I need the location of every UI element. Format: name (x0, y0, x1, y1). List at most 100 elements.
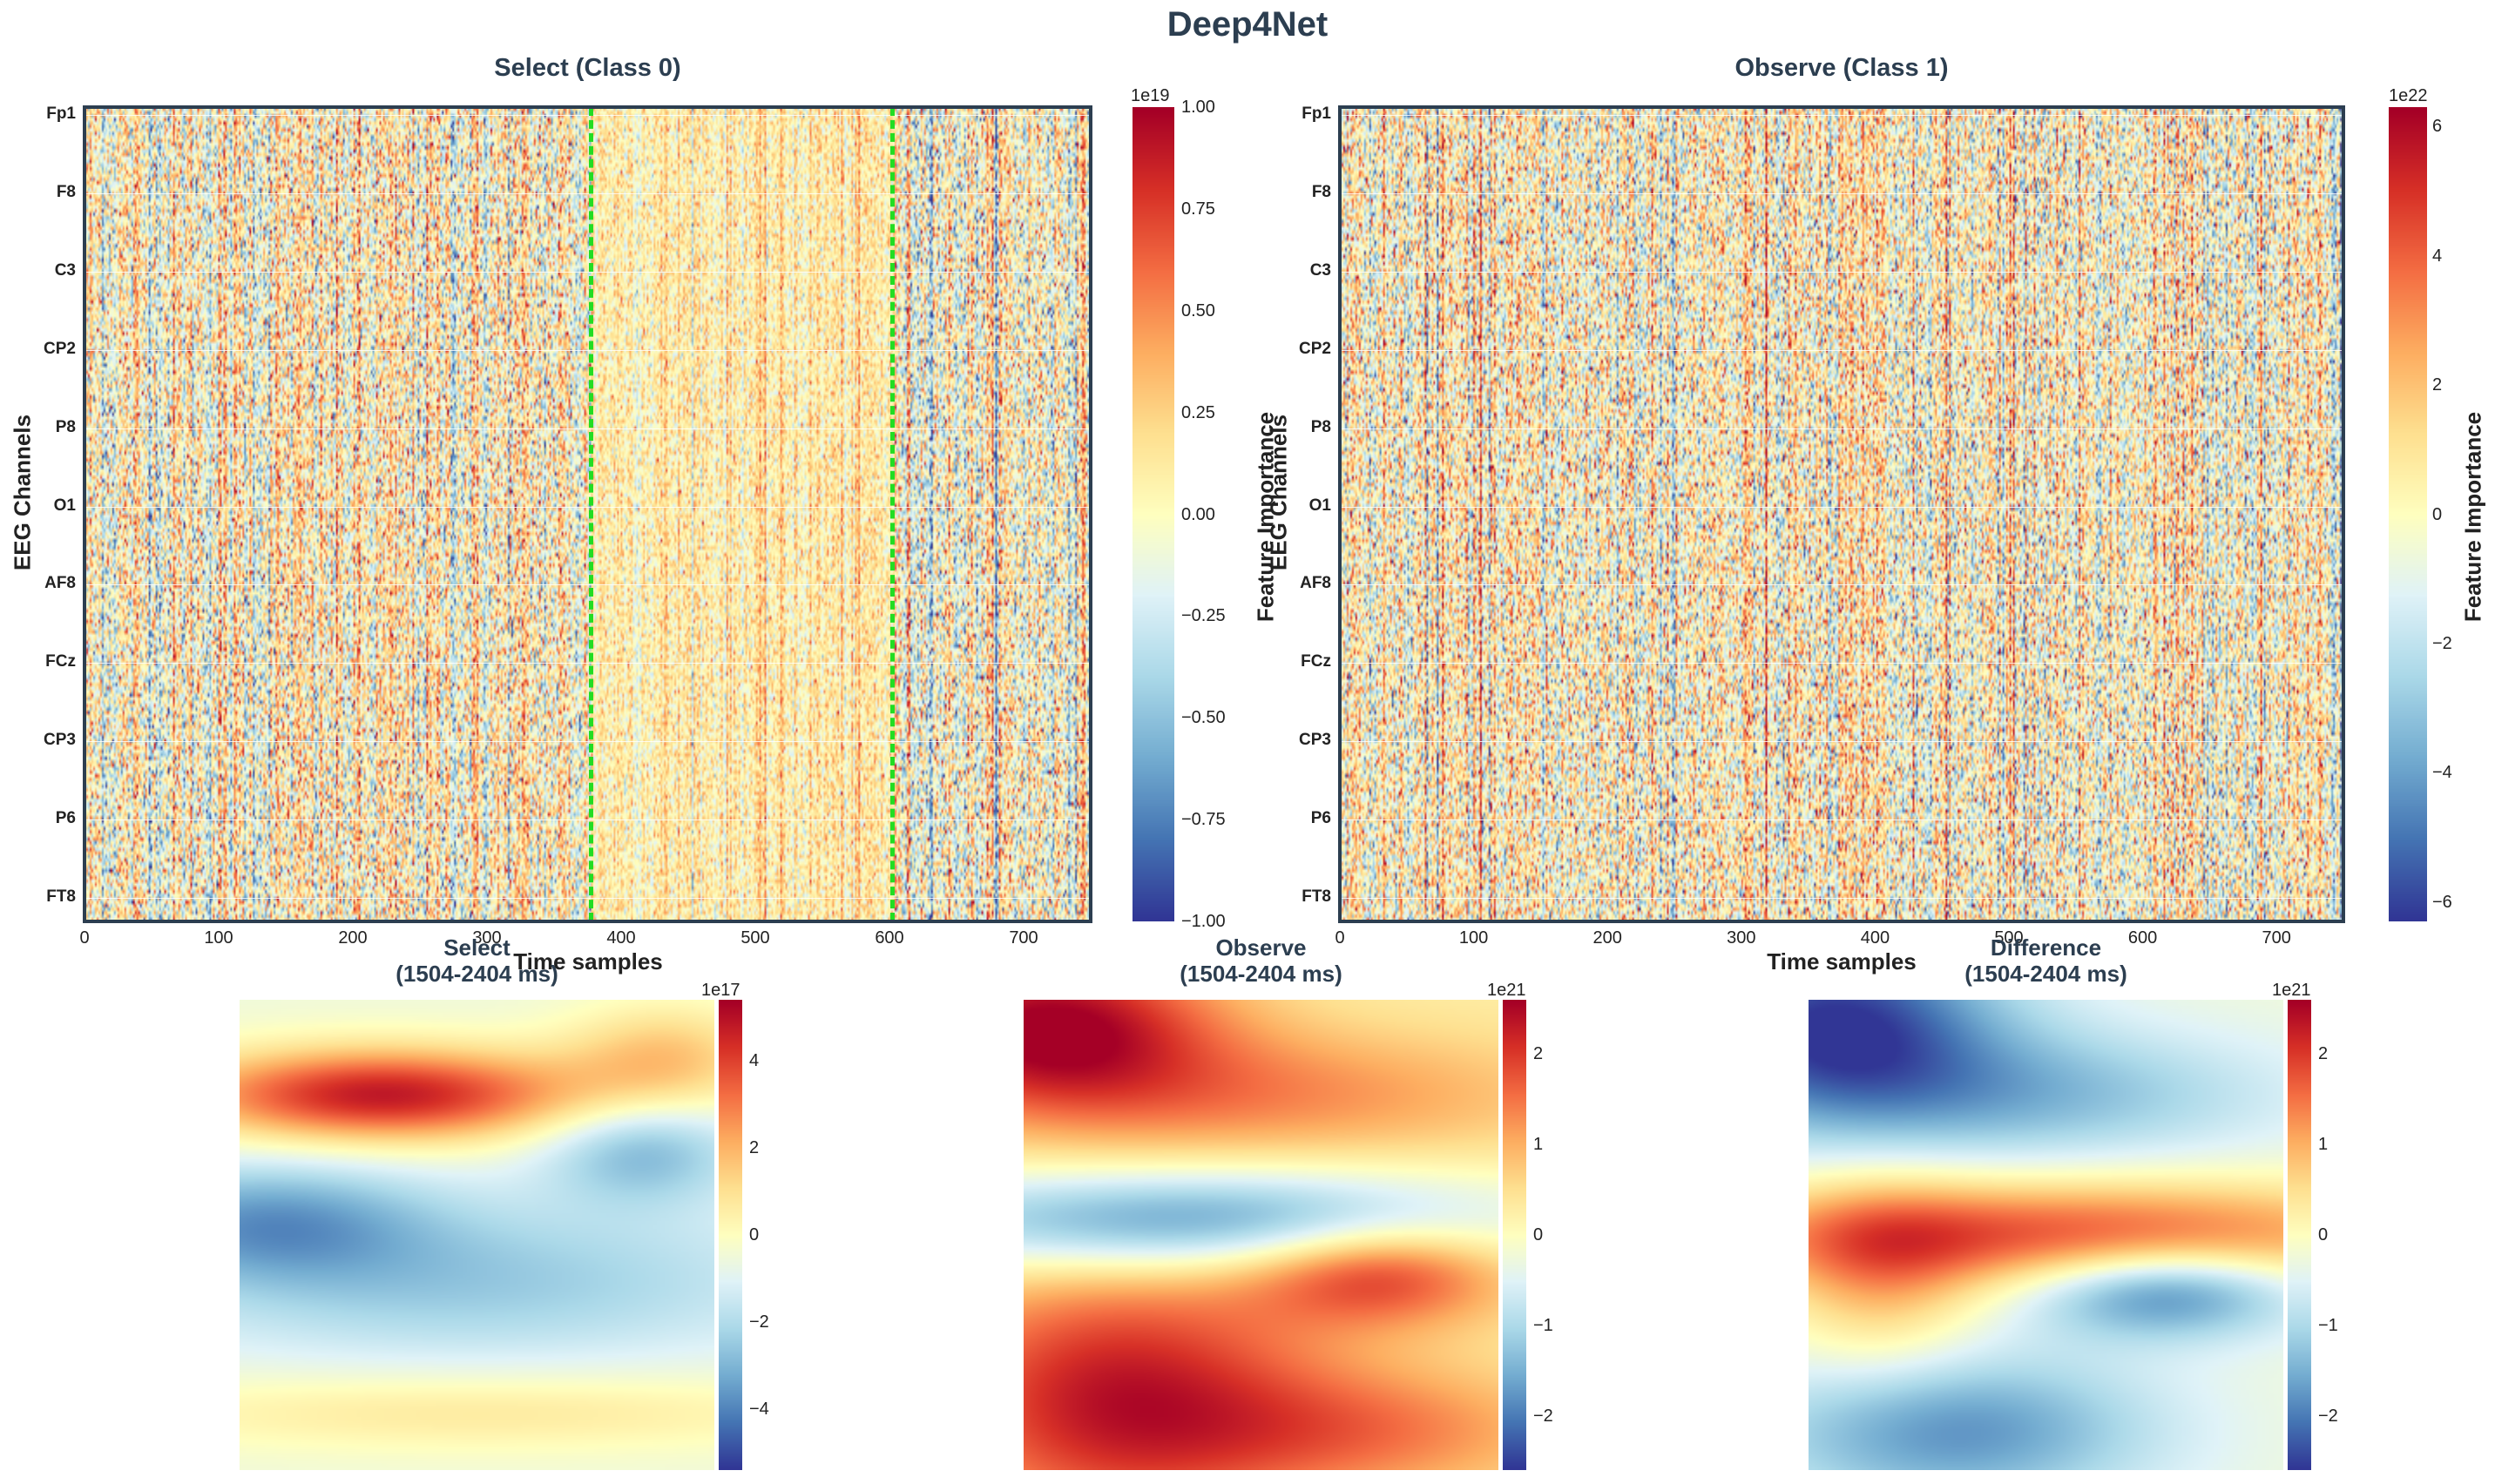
colorbar-tick: −0.75 (1181, 810, 1226, 830)
channel-label-o1: O1 (53, 496, 76, 515)
gridline-af8 (85, 584, 1091, 586)
gridline-fcz (85, 663, 1091, 664)
x-axis-label-select: Time samples (513, 948, 663, 975)
colorbar-observe-window (1503, 1000, 1526, 1470)
channel-label-cp2: CP2 (44, 339, 76, 358)
colorbar-tick: 1.00 (1181, 98, 1215, 117)
channel-label-ft8: FT8 (46, 887, 76, 907)
colorbar-tick: 6 (2432, 117, 2443, 137)
channel-label-c3: C3 (54, 260, 76, 280)
channel-label-p6: P6 (1310, 809, 1331, 828)
gridline-c3 (85, 271, 1091, 273)
channel-label-p6: P6 (55, 809, 76, 828)
colorbar-tick: 0 (749, 1225, 760, 1245)
panel-title-select-window: Select (1504-2404 ms) (240, 934, 714, 987)
gridline-fp1 (1340, 115, 2343, 116)
title-line-1: (1504-2404 ms) (1180, 961, 1342, 987)
colorbar-tick: 0.25 (1181, 402, 1215, 422)
time-tick-0: 0 (1335, 928, 1345, 948)
gridline-cp2 (1340, 349, 2343, 351)
heatmap-difference-window (1809, 1000, 2283, 1470)
channel-label-p8: P8 (1310, 417, 1331, 436)
gridline-p8 (85, 428, 1091, 429)
colorbar-tick: 2 (2432, 375, 2443, 395)
channel-label-cp3: CP3 (1299, 731, 1331, 750)
time-tick-100: 100 (1458, 928, 1489, 948)
colorbar-tick: 0.75 (1181, 199, 1215, 219)
colorbar-difference-window (2288, 1000, 2311, 1470)
colorbar-tick: 0 (2318, 1225, 2329, 1245)
colorbar-tick: −0.25 (1181, 606, 1226, 626)
gridline-ft8 (85, 898, 1091, 900)
channel-label-cp3: CP3 (44, 731, 76, 750)
title-line-0: Difference (1990, 934, 2102, 961)
heatmap-select-class0 (85, 107, 1091, 921)
observe-window-title-text: Observe (1504-2404 ms) (1024, 934, 1498, 987)
colorbar-tick: −1 (1533, 1315, 1553, 1335)
time-tick-100: 100 (204, 928, 233, 948)
gridline-c3 (1340, 271, 2343, 273)
gridline-fp1 (85, 115, 1091, 116)
gridline-o1 (85, 506, 1091, 508)
y-axis-label-observe: EEG Channels (1265, 414, 1292, 571)
figure-title: Deep4Net (1166, 5, 1329, 44)
colorbar-tick: −2 (1533, 1406, 1553, 1426)
time-tick-300: 300 (1727, 928, 1756, 948)
gridline-cp3 (1340, 741, 2343, 743)
colorbar-observe-class1 (2389, 107, 2427, 921)
colorbar-tick: −0.50 (1181, 708, 1226, 728)
colorbar-tick: −6 (2432, 892, 2452, 912)
gridline-p8 (1340, 428, 2343, 429)
window-start-marker (588, 107, 593, 921)
colorbar-offset-select-window: 1e17 (701, 981, 740, 1000)
channel-label-ft8: FT8 (1302, 887, 1331, 907)
y-axis-label-select: EEG Channels (9, 414, 36, 571)
x-axis-label-observe: Time samples (1767, 948, 1917, 975)
axes-frame-observe-class1 (1338, 105, 2345, 923)
gridline-af8 (1340, 584, 2343, 586)
panel-title-observe-class1: Observe (Class 1) (1734, 54, 1949, 82)
colorbar-select-class0 (1133, 107, 1174, 921)
colorbar-tick: −2 (2432, 633, 2452, 653)
time-tick-0: 0 (79, 928, 90, 948)
colorbar-tick: 2 (2318, 1044, 2329, 1064)
panel-title-observe-window: Observe (1504-2404 ms) (1024, 934, 1498, 987)
gridline-fcz (1340, 663, 2343, 664)
colorbar-tick: −2 (749, 1312, 769, 1332)
panel-title-select-class0: Select (Class 0) (494, 54, 681, 82)
colorbar-tick: 0.50 (1181, 300, 1215, 320)
channel-label-p8: P8 (55, 417, 76, 436)
panel-title-difference-window: Difference (1504-2404 ms) (1809, 934, 2283, 987)
channel-label-f8: F8 (1311, 182, 1331, 201)
gridline-cp3 (85, 741, 1091, 743)
time-tick-500: 500 (740, 928, 770, 948)
title-line-0: Select (443, 934, 510, 961)
colorbar-tick: 1 (1533, 1135, 1544, 1155)
heatmap-observe-class1 (1340, 107, 2343, 921)
window-end-marker (890, 107, 896, 921)
time-tick-200: 200 (1592, 928, 1622, 948)
colorbar-tick: −4 (2432, 763, 2452, 783)
colorbar-tick: −4 (749, 1400, 769, 1419)
time-tick-300: 300 (472, 928, 502, 948)
gridline-f8 (85, 192, 1091, 194)
channel-label-cp2: CP2 (1299, 339, 1331, 358)
colorbar-select-window (719, 1000, 742, 1470)
time-tick-700: 700 (1009, 928, 1038, 948)
heatmap-select-window (240, 1000, 714, 1470)
title-line-0: Observe (1215, 934, 1307, 961)
colorbar-tick: 4 (749, 1051, 760, 1070)
gridline-ft8 (1340, 898, 2343, 900)
channel-label-o1: O1 (1308, 496, 1331, 515)
colorbar-tick: 1 (2318, 1135, 2329, 1155)
colorbar-tick: 2 (1533, 1044, 1544, 1064)
channel-label-fp1: Fp1 (1302, 105, 1331, 123)
colorbar-tick: −1 (2318, 1315, 2338, 1335)
time-tick-400: 400 (606, 928, 636, 948)
colorbar-tick: 0 (2432, 504, 2443, 524)
colorbar-tick: −1.00 (1181, 912, 1226, 931)
heatmap-observe-window (1024, 1000, 1498, 1470)
time-tick-700: 700 (2262, 928, 2291, 948)
channel-label-af8: AF8 (44, 574, 76, 593)
axes-frame-select-class0 (83, 105, 1092, 923)
